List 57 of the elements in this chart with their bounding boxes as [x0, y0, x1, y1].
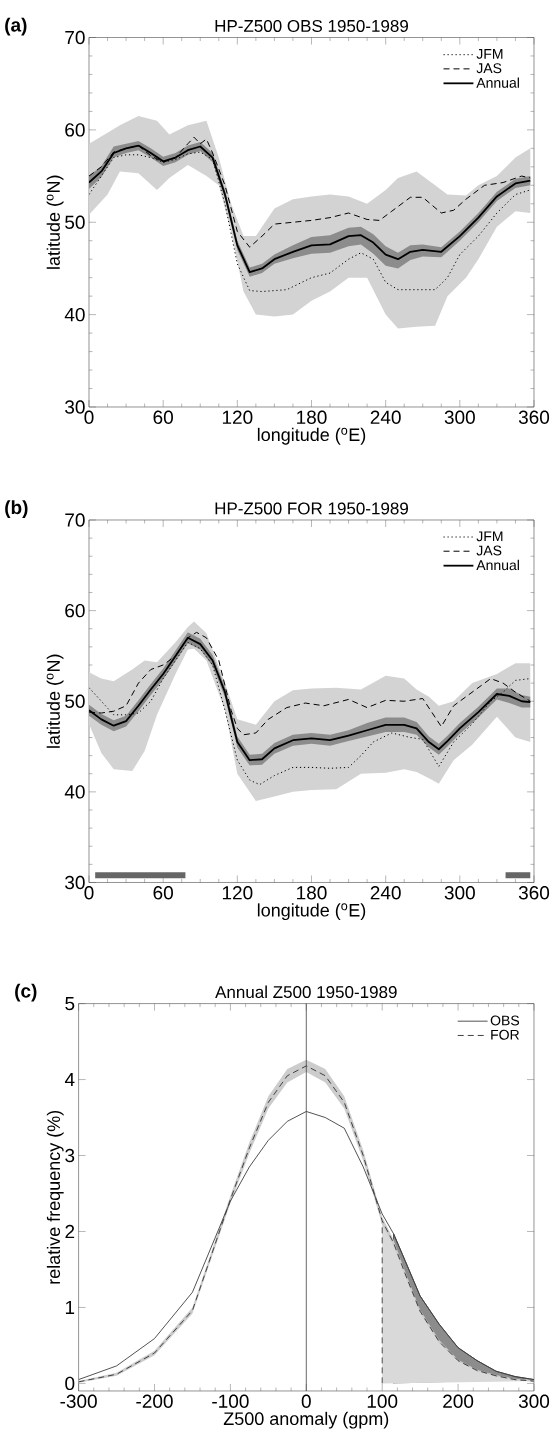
legend-label: OBS	[490, 1015, 520, 1026]
y-axis-title: latitude ($^{o}$N)	[46, 175, 64, 269]
text: (b)	[5, 500, 28, 518]
legend-label: FOR	[491, 1029, 520, 1040]
x-tick-label: 360	[518, 886, 550, 900]
text: (c)	[15, 983, 37, 1002]
y-tick-label: 30	[65, 875, 85, 890]
y-axis-title: relative frequency (%)	[46, 1110, 64, 1284]
x-tick-label: 200	[443, 1394, 474, 1408]
legend-label: JFM	[476, 49, 503, 59]
x-tick-label: 120	[222, 886, 253, 900]
y-tick-label: 1	[65, 1300, 75, 1314]
chart-title: HP-Z500 OBS 1950-1989	[215, 19, 408, 32]
x-axis-title: longitude ($^{o}$E)	[257, 427, 366, 445]
y-tick-label: 4	[64, 1073, 75, 1087]
x-tick-label: 300	[444, 410, 475, 424]
x-tick-label: 120	[222, 410, 253, 424]
x-tick-label: -100	[212, 1394, 249, 1408]
y-tick-label: 70	[65, 30, 85, 45]
x-tick-label: -300	[60, 1394, 97, 1408]
y-tick-label: 5	[65, 996, 75, 1011]
chart-title: HP-Z500 FOR 1950-1989	[215, 502, 408, 515]
legend-label: JAS	[476, 545, 502, 556]
x-tick-label: 0	[301, 1394, 311, 1408]
y-tick-label: 60	[65, 603, 85, 618]
x-tick-label: 180	[297, 886, 327, 900]
y-tick-label: 3	[65, 1148, 75, 1163]
y-tick-label: 70	[65, 513, 85, 527]
legend-label: JFM	[476, 531, 503, 542]
y-tick-label: 2	[65, 1224, 75, 1239]
x-tick-label: 300	[518, 1394, 550, 1408]
x-tick-label: 60	[153, 886, 173, 900]
y-tick-label: 50	[65, 694, 85, 708]
legend-label: JAS	[476, 63, 502, 74]
text: (a)	[5, 17, 27, 36]
y-tick-label: 40	[64, 307, 85, 322]
x-axis-title: Z500 anomaly (gpm)	[223, 1411, 389, 1429]
y-tick-label: 30	[65, 400, 85, 414]
y-tick-label: 40	[64, 785, 85, 799]
legend-label: Annual	[476, 559, 519, 571]
x-axis-title: longitude ($^{o}$E)	[257, 903, 366, 921]
x-tick-label: 100	[367, 1394, 398, 1408]
x-tick-label: -200	[136, 1394, 173, 1408]
x-tick-label: 0	[84, 410, 94, 424]
y-tick-label: 60	[65, 123, 85, 137]
chart-title: Annual Z500 1950-1989	[215, 985, 397, 999]
x-tick-label: 60	[153, 410, 173, 424]
y-tick-label: 50	[65, 215, 85, 229]
x-tick-label: 240	[370, 886, 401, 900]
y-tick-label: 0	[65, 1376, 75, 1391]
x-tick-label: 360	[518, 410, 550, 424]
y-axis-title: latitude ($^{o}$N)	[46, 654, 64, 748]
legend-label: Annual	[476, 77, 519, 88]
x-tick-label: 300	[444, 886, 475, 900]
x-tick-label: 240	[370, 410, 401, 424]
x-tick-label: 0	[84, 886, 94, 900]
x-tick-label: 180	[297, 410, 327, 424]
